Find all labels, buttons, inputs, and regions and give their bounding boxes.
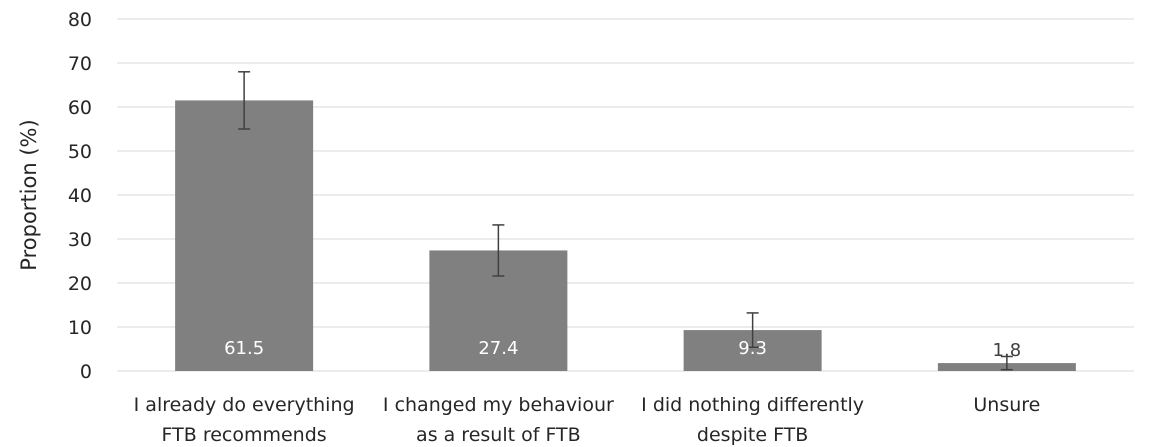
bar [175, 100, 314, 372]
x-axis-category-labels: I already do everything FTB recommends I c… [134, 394, 1041, 446]
x-category-label: I already do everything [134, 394, 355, 416]
y-axis-tick-labels: 0 10 20 30 40 50 60 70 80 [68, 9, 92, 383]
bars [175, 100, 1076, 372]
error-bar [492, 224, 505, 277]
x-category-label: as a result of FTB [416, 424, 581, 446]
y-tick-label: 40 [68, 185, 92, 207]
y-tick-label: 70 [68, 53, 92, 75]
data-label: 9.3 [738, 338, 767, 359]
y-tick-label: 0 [80, 361, 92, 383]
data-label: 61.5 [224, 338, 264, 359]
error-bars [238, 71, 1013, 371]
y-tick-label: 80 [68, 9, 92, 31]
y-axis-title: Proportion (%) [17, 119, 41, 270]
y-tick-label: 10 [68, 317, 92, 339]
error-bar [238, 71, 251, 130]
x-category-label: I changed my behaviour [383, 394, 614, 416]
y-tick-label: 60 [68, 97, 92, 119]
x-category-label: despite FTB [697, 424, 808, 446]
x-category-label: FTB recommends [162, 424, 327, 446]
x-category-label: Unsure [973, 394, 1040, 416]
data-label: 1.8 [993, 340, 1022, 361]
data-labels: 61.5 27.4 9.3 1.8 [224, 338, 1021, 361]
x-category-label: I did nothing differently [641, 394, 864, 416]
y-tick-label: 50 [68, 141, 92, 163]
y-tick-label: 30 [68, 229, 92, 251]
error-bar [1000, 355, 1013, 371]
data-label: 27.4 [478, 338, 518, 359]
error-bar [746, 312, 759, 348]
y-tick-label: 20 [68, 273, 92, 295]
